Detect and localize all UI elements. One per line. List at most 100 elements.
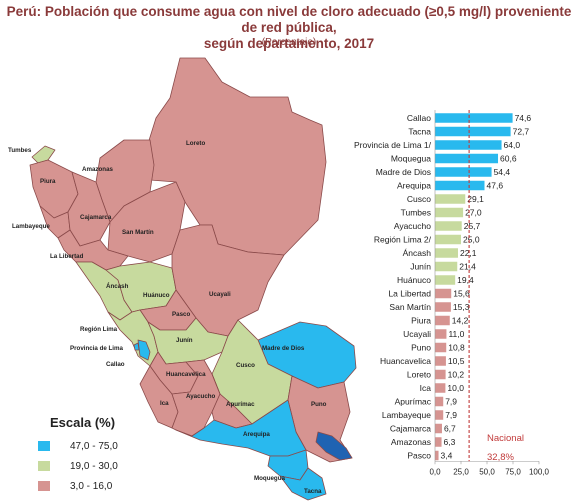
map-label-junin: Junín (176, 337, 193, 344)
value-label-ancash: 22,1 (460, 248, 477, 258)
bar-region-lima-2 (435, 234, 461, 245)
chart-subtitle: (Porcentaje) (261, 37, 317, 48)
value-label-cusco: 29,1 (467, 194, 484, 204)
map-label-lambayeque: Lambayeque (12, 223, 50, 230)
category-label-cusco: Cusco (407, 194, 431, 204)
bar-madre-de-dios (435, 167, 492, 177)
value-label-callao: 74,6 (515, 113, 532, 123)
value-label-tumbes: 27,0 (465, 208, 482, 218)
bar-loreto (435, 369, 446, 380)
region-callao (133, 342, 140, 351)
category-label-la-libertad: La Libertad (388, 289, 431, 299)
map-label-pasco: Pasco (172, 311, 190, 318)
legend-swatch-low (38, 481, 50, 491)
value-label-loreto: 10,2 (448, 370, 465, 380)
national-value: 32,8% (487, 452, 514, 463)
legend-item-high: 47,0 - 75,0 (38, 436, 118, 456)
bar-ayacucho (435, 221, 462, 231)
category-label-amazonas: Amazonas (391, 437, 431, 447)
value-label-pasco: 3,4 (441, 451, 453, 461)
map-label-apurimac: Apurímac (226, 401, 255, 408)
legend-item-low: 3,0 - 16,0 (38, 476, 118, 496)
value-label-lambayeque: 7,9 (445, 410, 457, 420)
category-label-region-lima-2: Región Lima 2/ (374, 235, 432, 245)
map-legend: Escala (%) 47,0 - 75,0 19,0 - 30,0 3,0 -… (38, 415, 118, 496)
category-label-madre-de-dios: Madre de Dios (376, 167, 431, 177)
x-tick-label: 0,0 (429, 467, 441, 476)
x-tick-label: 75,0 (505, 467, 521, 476)
lake-titicaca (315, 431, 353, 461)
bar-pasco (435, 450, 439, 461)
bar-ica (435, 383, 446, 393)
region-la-libertad (57, 229, 129, 271)
bar-cajamarca (435, 423, 442, 434)
bar-apurimac (435, 396, 444, 407)
value-label-madre-de-dios: 54,4 (494, 167, 511, 177)
category-label-san-martin: San Martín (389, 302, 431, 312)
legend-label-mid: 19,0 - 30,0 (70, 460, 118, 472)
map-label-madre-de-dios: Madre de Dios (262, 345, 305, 352)
category-label-ayacucho: Ayacucho (394, 221, 431, 231)
map-label-tumbes: Tumbes (8, 147, 32, 154)
category-label-arequipa: Arequipa (397, 181, 431, 191)
bar-tumbes (435, 207, 464, 218)
map-label-cusco: Cusco (236, 362, 255, 369)
x-tick-label: 100,0 (529, 467, 550, 476)
category-label-moquegua: Moquegua (391, 154, 431, 164)
map-label-ayacucho: Ayacucho (186, 393, 216, 400)
category-label-cajamarca: Cajamarca (390, 424, 431, 434)
value-label-amazonas: 6,3 (444, 437, 456, 447)
chart-title-line-2: según departamento, 2017 (203, 36, 375, 51)
value-label-la-libertad: 15,6 (453, 289, 470, 299)
map-label-region-lima: Región Lima (80, 326, 118, 333)
category-label-loreto: Loreto (407, 370, 431, 380)
category-label-huanuco: Huánuco (397, 275, 431, 285)
region-provincia-lima (137, 339, 151, 361)
value-label-puno: 10,8 (448, 343, 465, 353)
category-label-ancash: Áncash (403, 248, 432, 258)
bar-callao (435, 113, 513, 123)
bar-lambayeque (435, 410, 444, 420)
value-label-tacna: 72,7 (513, 127, 530, 137)
map-label-amazonas: Amazonas (82, 166, 114, 173)
category-label-ucayali: Ucayali (403, 329, 431, 339)
value-label-moquegua: 60,6 (500, 154, 517, 164)
map-label-cajamarca: Cajamarca (80, 214, 112, 221)
region-tumbes (31, 145, 56, 164)
map-label-ucayali: Ucayali (209, 291, 231, 298)
map-label-puno: Puno (311, 401, 327, 408)
category-label-ica: Ica (420, 383, 432, 393)
chart-title-line-1: Perú: Población que consume agua con niv… (6, 4, 572, 35)
category-label-lambayeque: Lambayeque (382, 410, 431, 420)
value-label-region-lima-2: 25,0 (463, 235, 480, 245)
map-label-la-libertad: La Libertad (50, 253, 84, 260)
legend-label-low: 3,0 - 16,0 (70, 480, 113, 492)
bar-junin (435, 261, 458, 272)
map-label-ancash: Áncash (106, 283, 129, 290)
value-label-apurimac: 7,9 (445, 397, 457, 407)
region-arequipa (175, 399, 307, 457)
bar-piura (435, 315, 450, 326)
legend-swatch-high (38, 441, 50, 451)
chart-title: Perú: Población que consume agua con niv… (0, 4, 578, 52)
map-label-huanuco: Huánuco (143, 292, 170, 299)
category-label-provincia-de-lima-1: Provincia de Lima 1/ (354, 140, 432, 150)
bar-moquegua (435, 153, 499, 164)
legend-swatch-mid (38, 461, 50, 471)
value-label-huanuco: 19,4 (457, 275, 474, 285)
x-tick-label: 25,0 (453, 467, 469, 476)
value-label-ica: 10,0 (447, 383, 464, 393)
map-label-ica: Ica (160, 400, 169, 407)
bar-san-martin (435, 302, 451, 312)
national-label: Nacional (487, 433, 524, 444)
region-tacna (279, 467, 327, 501)
bar-ucayali (435, 329, 447, 339)
map-label-tacna: Tacna (304, 488, 322, 495)
legend-item-mid: 19,0 - 30,0 (38, 456, 118, 476)
bar-la-libertad (435, 288, 452, 299)
map-label-loreto: Loreto (186, 140, 205, 147)
map-label-san-martin: San Martín (122, 229, 154, 236)
bar-provincia-de-lima-1 (435, 140, 502, 150)
